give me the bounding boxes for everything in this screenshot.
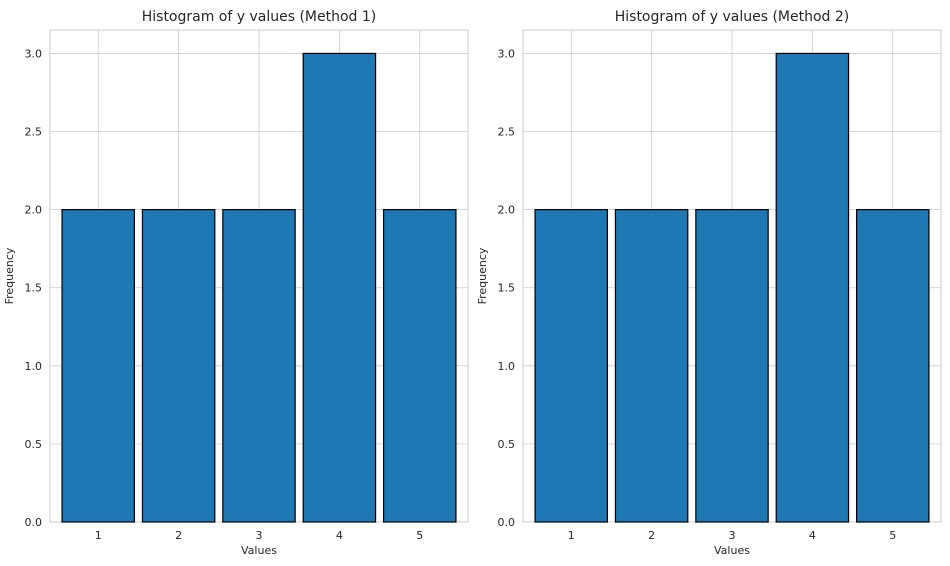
y-tick-label: 0.5	[498, 438, 516, 451]
x-tick-label: 5	[889, 529, 896, 542]
x-tick-label: 4	[809, 529, 816, 542]
y-axis-label: Frequency	[3, 247, 16, 304]
x-tick-label: 1	[568, 529, 575, 542]
y-tick-label: 1.5	[25, 282, 43, 295]
chart-method-1: 1 2 3 4 5 0.0 0.5 1.0 1.5 2.0 2.5 3.0 Histogram of…	[3, 9, 469, 557]
histogram-bar	[61, 209, 136, 523]
y-tick-label: 1.5	[498, 282, 516, 295]
y-tick-label: 0.0	[25, 516, 43, 529]
histogram-bar	[695, 209, 769, 523]
x-tick-label: 2	[648, 529, 655, 542]
histogram-bar	[775, 52, 850, 523]
histogram-bar	[534, 209, 609, 523]
x-axis-label: Values	[241, 544, 277, 557]
chart-title: Histogram of y values (Method 2)	[615, 9, 850, 25]
x-tick-label: 4	[336, 529, 343, 542]
y-tick-label: 1.0	[498, 360, 516, 373]
chart-title: Histogram of y values (Method 1)	[142, 9, 377, 25]
histogram-bar	[855, 209, 930, 523]
histogram-bar	[222, 209, 296, 523]
x-tick-label: 3	[729, 529, 736, 542]
y-tick-label: 0.0	[498, 516, 516, 529]
x-tick-label: 5	[416, 529, 423, 542]
y-tick-label: 2.0	[25, 204, 43, 217]
x-tick-label: 1	[95, 529, 102, 542]
x-tick-label: 2	[175, 529, 182, 542]
histogram-bar	[141, 209, 216, 523]
y-tick-label: 0.5	[25, 438, 43, 451]
y-tick-label: 2.5	[25, 126, 43, 139]
histogram-bar	[382, 209, 457, 523]
histogram-bar	[614, 209, 689, 523]
histogram-bar	[302, 52, 377, 523]
chart-method-2: 1 2 3 4 5 0.0 0.5 1.0 1.5 2.0 2.5 3.0 Histogram of…	[476, 9, 942, 557]
x-axis-label: Values	[714, 544, 750, 557]
y-tick-label: 1.0	[25, 360, 43, 373]
y-tick-label: 2.0	[498, 204, 516, 217]
y-tick-label: 3.0	[25, 47, 43, 60]
y-tick-label: 2.5	[498, 126, 516, 139]
y-axis-label: Frequency	[476, 247, 489, 304]
y-tick-label: 3.0	[498, 47, 516, 60]
x-tick-label: 3	[256, 529, 263, 542]
